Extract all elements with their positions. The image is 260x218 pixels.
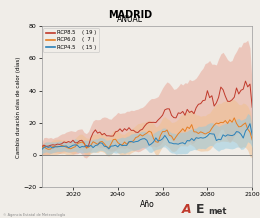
Y-axis label: Cambio duración olas de calor (días): Cambio duración olas de calor (días) bbox=[15, 56, 21, 158]
Text: ANUAL: ANUAL bbox=[117, 15, 143, 24]
Text: A: A bbox=[182, 203, 192, 216]
X-axis label: Año: Año bbox=[140, 200, 154, 209]
Legend: RCP8.5    ( 19 ), RCP6.0    (  7 ), RCP4.5    ( 15 ): RCP8.5 ( 19 ), RCP6.0 ( 7 ), RCP4.5 ( 15… bbox=[43, 28, 99, 52]
Text: © Agencia Estatal de Meteorología: © Agencia Estatal de Meteorología bbox=[3, 213, 65, 217]
Text: MADRID: MADRID bbox=[108, 10, 152, 20]
Text: met: met bbox=[208, 207, 226, 216]
Text: E: E bbox=[196, 203, 205, 216]
